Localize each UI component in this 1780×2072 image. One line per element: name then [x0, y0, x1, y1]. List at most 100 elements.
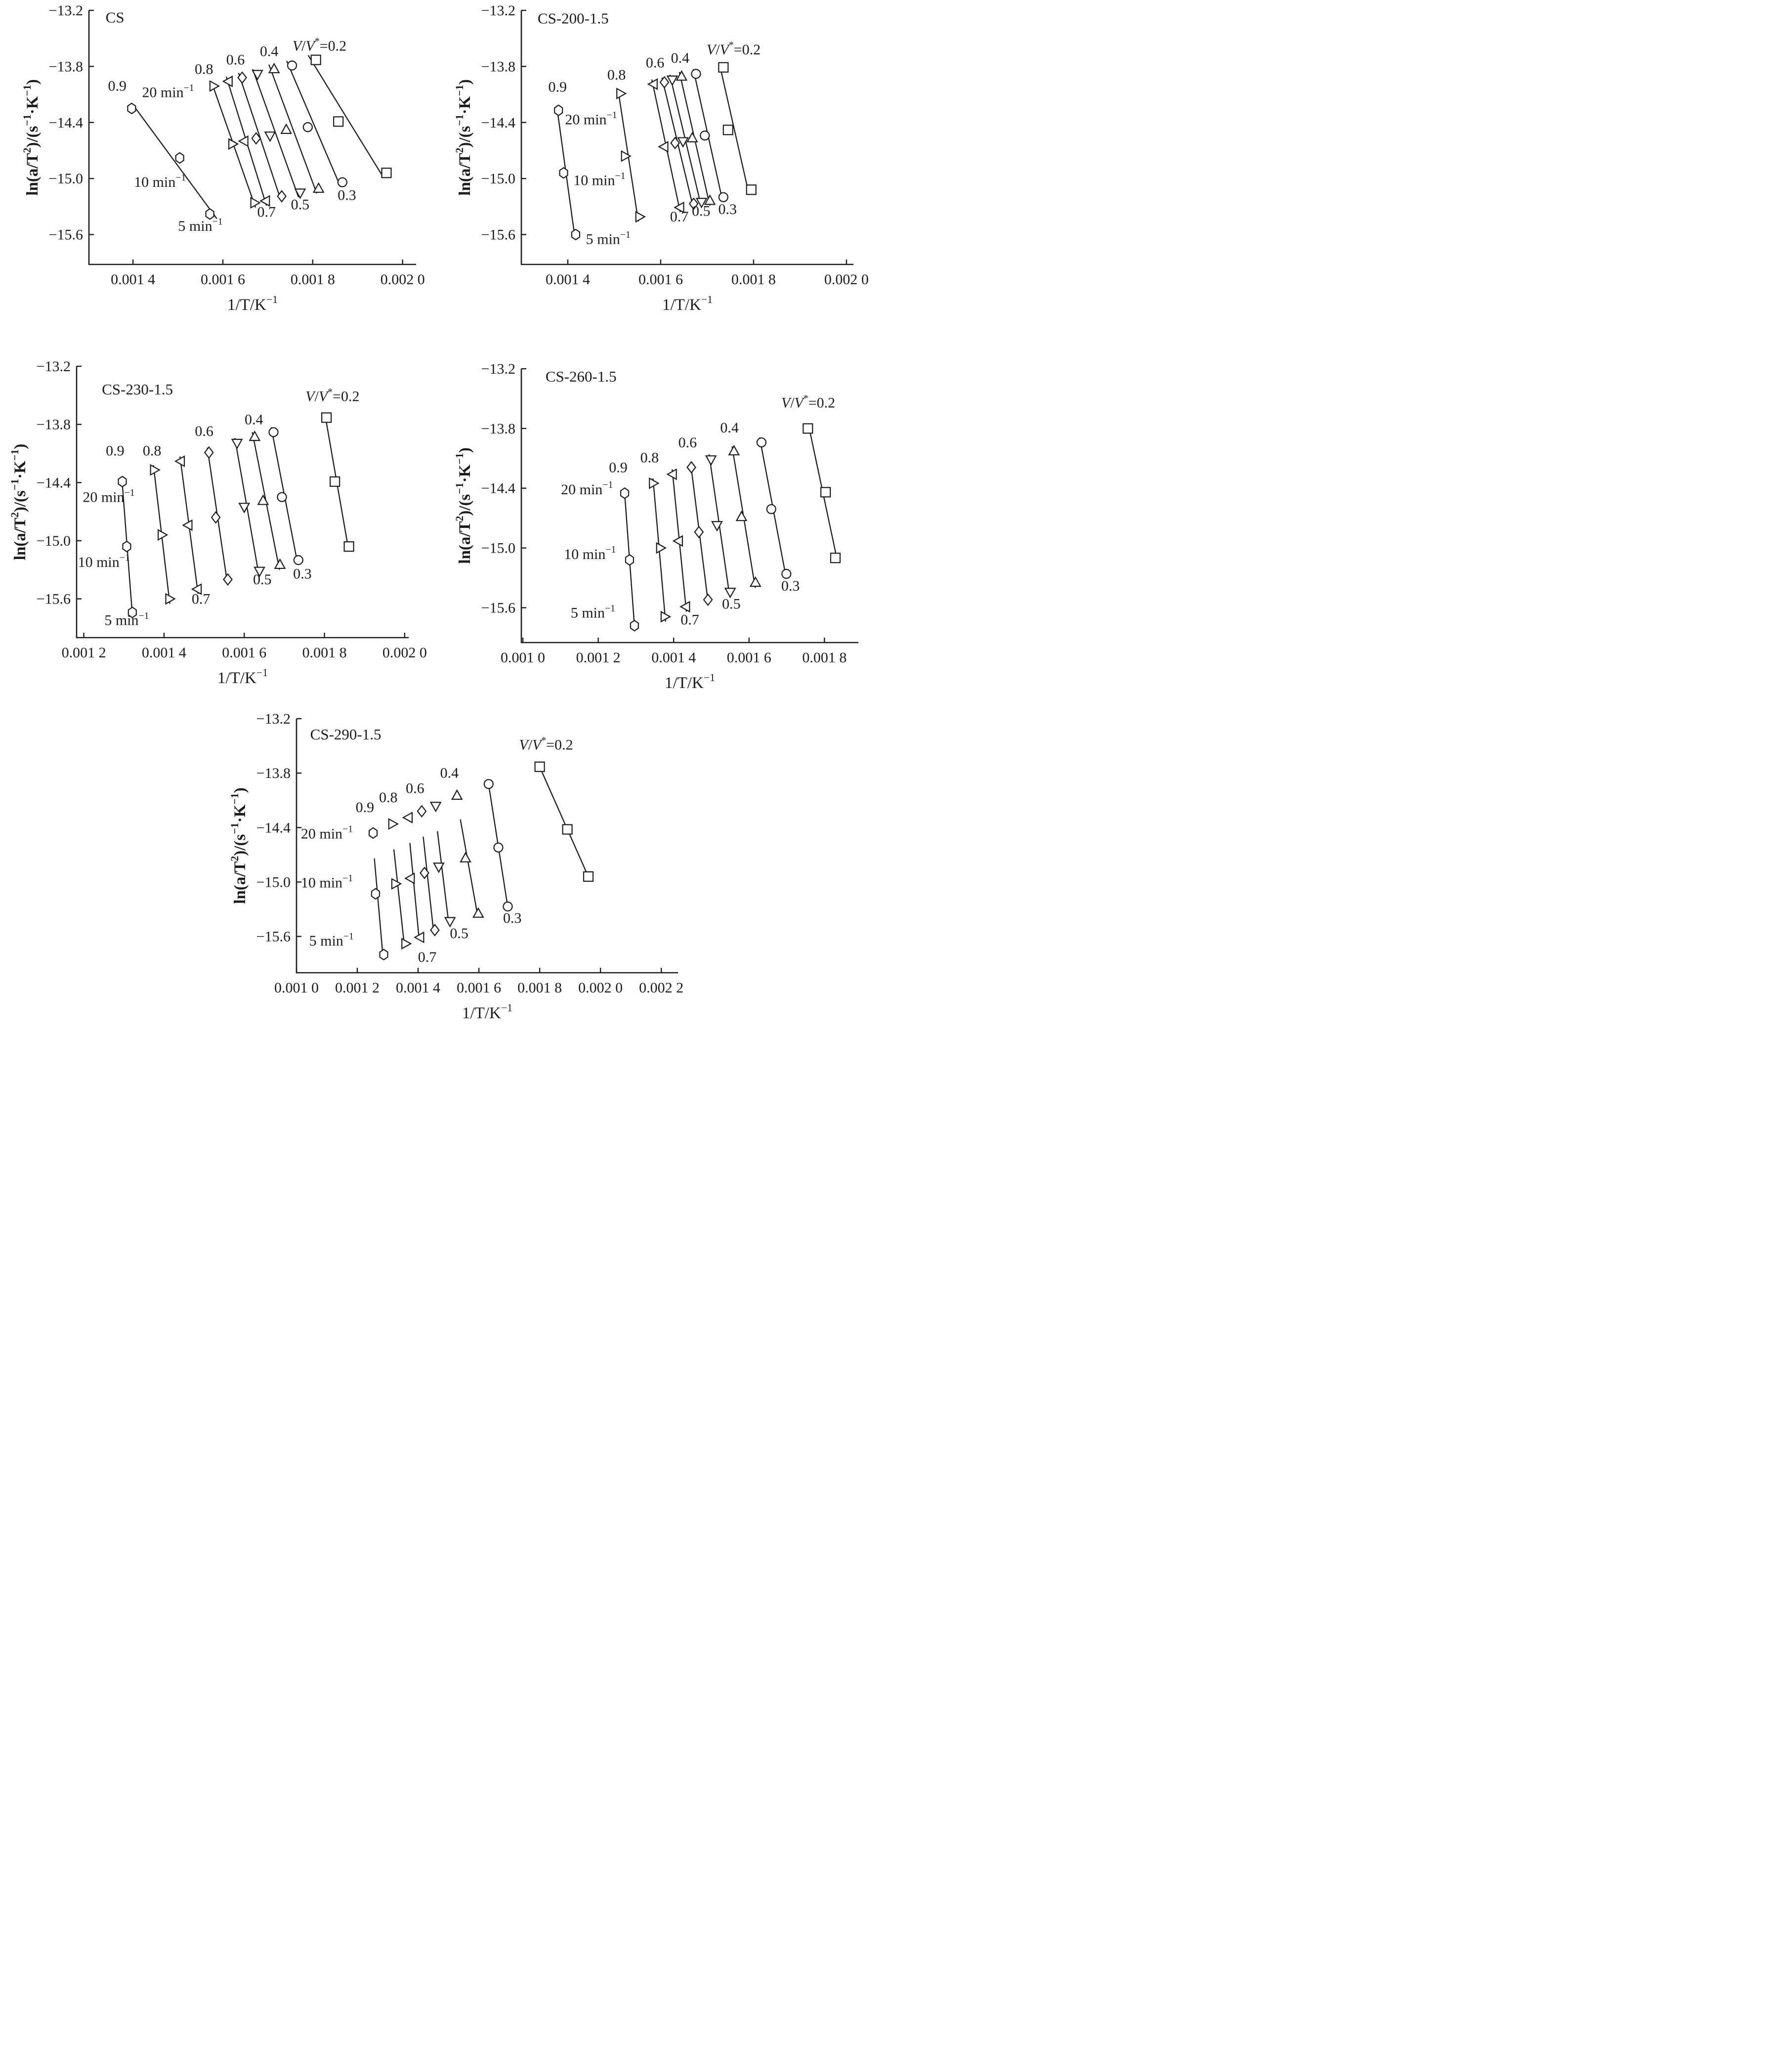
marker-diamond	[429, 923, 440, 937]
marker-triangle-down	[254, 566, 265, 577]
series-label: 0.7	[257, 204, 276, 220]
x-tick-label: 0.001 4	[651, 649, 696, 666]
x-tick-label: 0.001 8	[291, 271, 335, 288]
marker-triangle-up	[728, 444, 740, 456]
series-vv-0.8	[150, 464, 176, 605]
marker-hexagon	[122, 540, 131, 553]
series-label: 0.6	[226, 52, 245, 68]
marker-diamond	[277, 190, 287, 203]
rate-label: 10 min−1	[134, 173, 186, 191]
y-tick-label: −15.6	[49, 227, 83, 243]
fit-line-vv-0.4	[460, 819, 478, 916]
axis-label-x: 1/T/K−1	[662, 294, 713, 314]
x-tick-label: 0.001 4	[396, 980, 440, 996]
series-vv-0.6	[237, 71, 287, 203]
series-vv-0.4	[676, 70, 716, 205]
marker-triangle-right	[616, 87, 627, 100]
series-vv-0.5	[231, 438, 265, 577]
series-label: 0.7	[680, 612, 699, 628]
series-vv-0.3	[287, 60, 347, 187]
series-label: 0.5	[692, 203, 711, 219]
rate-label: 20 min−1	[301, 824, 353, 842]
x-tick-label: 0.001 8	[302, 645, 347, 661]
y-tick-label: −14.4	[37, 475, 71, 491]
marker-triangle-left	[259, 195, 270, 207]
series-vv-0.4	[249, 430, 286, 569]
marker-triangle-up	[460, 852, 471, 863]
marker-triangle-right	[165, 593, 176, 605]
series-vv-0.5	[666, 75, 708, 209]
series-label: 0.8	[195, 61, 213, 78]
series-label: 0.5	[722, 596, 741, 612]
series-vv-0.3	[268, 427, 303, 565]
y-tick-label: −15.0	[256, 874, 291, 890]
marker-circle	[337, 177, 347, 187]
x-tick-label: 0.002 0	[578, 980, 623, 996]
panel-cs: 0.001 4 0.001 6 0.001 8 0.002 0 −13.2 −13.8 −1…	[20, 2, 425, 326]
y-tick-label: −14.4	[256, 820, 291, 836]
series-vv-0.2	[310, 54, 392, 178]
panel-cs-200: 0.001 4 0.001 6 0.001 8 0.002 0 −13.2 −13.8 −1…	[452, 2, 869, 326]
marker-square	[321, 412, 332, 423]
marker-diamond	[694, 525, 704, 539]
panel-cs-260: 0.001 0 0.001 2 0.001 4 0.001 6 0.001 8 −13.2…	[452, 361, 867, 704]
marker-square	[830, 553, 841, 563]
x-tick-label: 0.001 6	[457, 980, 501, 996]
marker-circle	[287, 60, 297, 71]
fit-line-vv-0.2	[719, 62, 750, 195]
marker-hexagon	[625, 554, 635, 566]
marker-square	[583, 871, 594, 882]
y-tick-label: −13.2	[256, 711, 291, 727]
series-label: 0.5	[291, 197, 310, 213]
x-tick-label: 0.001 6	[222, 645, 266, 661]
series-vv-0.3	[691, 69, 728, 203]
axis-label-y: ln(a/T2)/(s−1·K−1)	[454, 79, 474, 195]
y-tick-label: −14.4	[481, 480, 515, 497]
series-label: 0.4	[245, 412, 263, 428]
x-tick-label: 0.002 0	[824, 271, 869, 288]
series-label: 0.3	[293, 565, 312, 582]
marker-triangle-right	[150, 464, 161, 476]
series-label: 0.6	[678, 434, 697, 451]
series-vv-0.2	[803, 423, 841, 563]
y-tick-label: −15.0	[481, 171, 515, 187]
marker-triangle-down	[677, 137, 689, 148]
y-tick-label: −13.2	[481, 361, 515, 377]
rate-label: 20 min−1	[565, 110, 617, 128]
series-vv-0.4	[728, 444, 762, 587]
series-vv-0.5	[705, 455, 736, 599]
marker-triangle-right	[660, 610, 672, 623]
series-label: 0.7	[418, 949, 437, 965]
y-tick-label: −13.2	[481, 2, 515, 19]
fit-line-vv-0.3	[286, 60, 341, 187]
marker-hexagon	[559, 167, 568, 179]
marker-square	[746, 184, 757, 195]
marker-square	[803, 423, 813, 434]
fit-line-vv-0.7	[409, 843, 420, 940]
marker-triangle-right	[209, 80, 220, 92]
marker-triangle-left	[222, 75, 233, 87]
series-vv-0.8	[209, 80, 261, 209]
y-tick-label: −13.8	[256, 765, 291, 781]
vv-label: V/V*=0.2	[293, 36, 346, 54]
rate-label: 5 min−1	[178, 216, 222, 234]
marker-diamond	[417, 805, 427, 818]
marker-circle	[293, 555, 303, 565]
marker-triangle-up	[749, 576, 762, 587]
y-tick-label: −13.2	[37, 358, 71, 375]
marker-triangle-right	[635, 211, 646, 223]
marker-square	[820, 487, 831, 498]
rate-label: 20 min−1	[83, 487, 134, 506]
x-tick-label: 0.001 6	[638, 271, 683, 288]
marker-triangle-left	[191, 583, 202, 595]
panel-cs-290: 0.001 0 0.001 2 0.001 4 0.001 6 0.001 8 0.002…	[227, 711, 687, 1035]
marker-hexagon	[205, 208, 214, 220]
x-tick-label: 0.001 2	[62, 645, 106, 661]
series-vv-0.6	[686, 461, 713, 606]
series-label: 0.6	[406, 780, 424, 797]
marker-triangle-down	[433, 863, 445, 873]
axis-label-x: 1/T/K−1	[217, 667, 268, 687]
axis	[88, 10, 416, 265]
series-vv-0.3	[756, 437, 792, 579]
rate-label: 5 min−1	[571, 603, 615, 621]
